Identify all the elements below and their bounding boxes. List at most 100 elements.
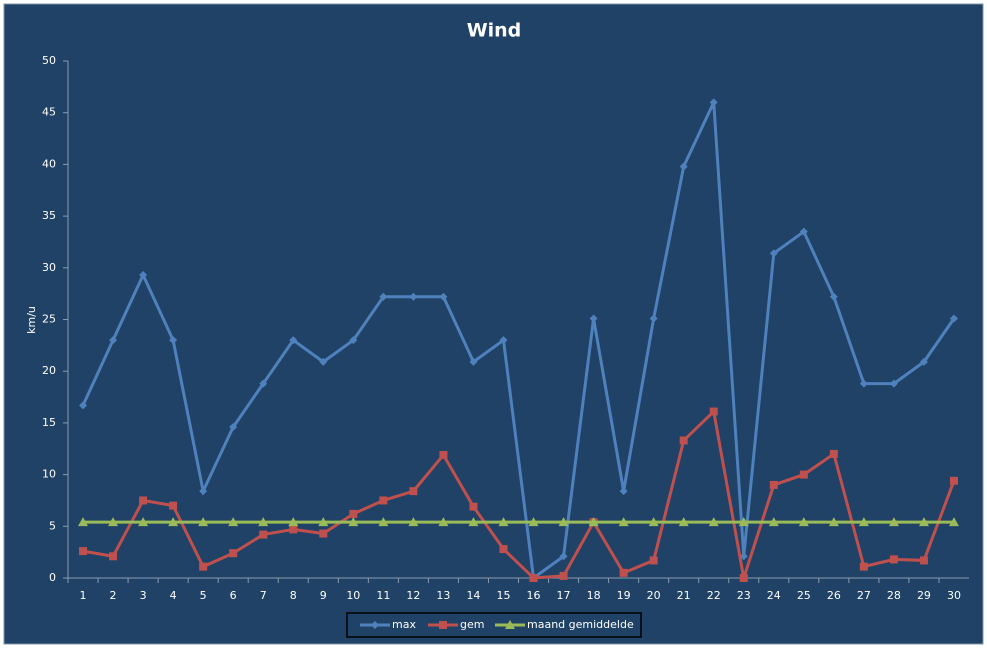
- data-point: [829, 449, 838, 458]
- data-point: [198, 517, 209, 527]
- x-tick-label: 4: [170, 589, 177, 602]
- data-point: [799, 227, 808, 236]
- x-tick-label: 12: [406, 589, 420, 602]
- data-point: [799, 470, 808, 479]
- data-point: [409, 487, 418, 496]
- y-tick-label: 30: [42, 261, 56, 274]
- legend-label: gem: [460, 618, 484, 631]
- data-point: [768, 517, 779, 527]
- data-point: [709, 407, 718, 416]
- data-point: [859, 562, 868, 571]
- x-tick-label: 8: [290, 589, 297, 602]
- data-point: [439, 450, 448, 459]
- data-point: [739, 552, 748, 561]
- data-point: [348, 517, 359, 527]
- x-tick-label: 21: [677, 589, 691, 602]
- data-point: [168, 517, 179, 527]
- data-point: [619, 487, 628, 496]
- data-point: [738, 517, 749, 527]
- data-point: [829, 292, 838, 301]
- series-line: [81, 101, 956, 581]
- data-point: [618, 517, 629, 527]
- data-point: [379, 292, 388, 301]
- x-tick-label: 28: [887, 589, 901, 602]
- data-point: [439, 292, 448, 301]
- y-axis-label: km/u: [25, 306, 38, 334]
- chart-background: [3, 3, 984, 645]
- data-point: [498, 517, 509, 527]
- y-tick-label: 40: [42, 157, 56, 170]
- data-point: [709, 98, 718, 107]
- data-point: [619, 568, 628, 577]
- x-tick-label: 16: [527, 589, 541, 602]
- legend-label: maand gemiddelde: [527, 618, 634, 631]
- data-point: [229, 549, 238, 558]
- data-point: [409, 292, 418, 301]
- data-point: [948, 517, 959, 527]
- x-tick-label: 13: [436, 589, 450, 602]
- x-tick-label: 5: [200, 589, 207, 602]
- data-point: [739, 574, 748, 582]
- x-tick-label: 19: [617, 589, 631, 602]
- data-point: [918, 517, 929, 527]
- y-tick-label: 35: [42, 209, 56, 222]
- data-point: [499, 545, 508, 554]
- data-point: [649, 314, 658, 323]
- x-tick-label: 2: [110, 589, 117, 602]
- x-tick-label: 22: [707, 589, 721, 602]
- data-point: [228, 517, 239, 527]
- data-point: [259, 530, 268, 539]
- x-tick-label: 25: [797, 589, 811, 602]
- y-tick-label: 0: [49, 571, 56, 584]
- data-point: [558, 517, 569, 527]
- data-point: [919, 357, 928, 366]
- data-point: [319, 529, 328, 538]
- x-tick-label: 23: [737, 589, 751, 602]
- legend-box: [346, 612, 642, 638]
- data-point: [138, 517, 149, 527]
- data-point: [109, 552, 118, 561]
- data-point: [169, 336, 178, 345]
- x-tick-label: 6: [230, 589, 237, 602]
- data-point: [259, 379, 268, 388]
- data-point: [588, 517, 599, 527]
- x-tick-label: 10: [346, 589, 360, 602]
- data-point: [499, 336, 508, 345]
- x-tick-label: 30: [947, 589, 961, 602]
- data-point: [679, 436, 688, 445]
- data-point: [679, 162, 688, 171]
- x-tick-label: 18: [587, 589, 601, 602]
- data-point: [949, 314, 958, 323]
- x-tick-label: 24: [767, 589, 781, 602]
- data-point: [949, 476, 958, 485]
- x-tick-label: 11: [376, 589, 390, 602]
- data-point: [408, 517, 419, 527]
- y-tick-label: 25: [42, 313, 56, 326]
- legend-label: max: [392, 618, 416, 631]
- legend-marker: [505, 620, 515, 629]
- x-tick-label: 27: [857, 589, 871, 602]
- x-tick-label: 26: [827, 589, 841, 602]
- data-point: [78, 517, 89, 527]
- data-point: [468, 517, 479, 527]
- data-point: [559, 571, 568, 580]
- y-tick-label: 45: [42, 106, 56, 119]
- data-point: [708, 517, 719, 527]
- data-point: [559, 552, 568, 561]
- data-point: [469, 502, 478, 511]
- data-point: [469, 357, 478, 366]
- data-point: [109, 336, 118, 345]
- x-tick-label: 15: [496, 589, 510, 602]
- data-point: [828, 517, 839, 527]
- data-point: [678, 517, 689, 527]
- data-point: [798, 517, 809, 527]
- data-point: [589, 314, 598, 323]
- data-point: [79, 547, 88, 556]
- x-tick-label: 7: [260, 589, 267, 602]
- data-point: [139, 496, 148, 505]
- legend-marker: [439, 621, 447, 629]
- data-point: [858, 517, 869, 527]
- data-point: [289, 336, 298, 345]
